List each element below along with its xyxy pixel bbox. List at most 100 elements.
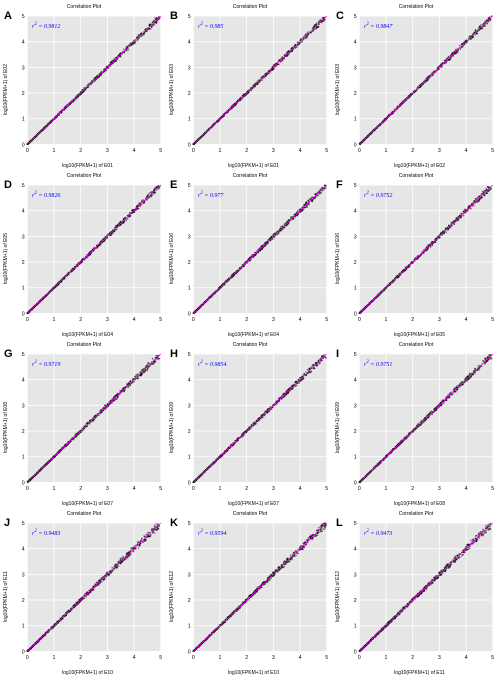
svg-text:0: 0 — [358, 148, 361, 154]
scatter-plot: 001122334455 — [341, 180, 498, 331]
svg-text:3: 3 — [188, 65, 191, 71]
svg-text:3: 3 — [106, 317, 109, 323]
svg-text:2: 2 — [188, 260, 191, 266]
svg-text:0: 0 — [188, 311, 191, 317]
svg-text:2: 2 — [354, 91, 357, 97]
r-squared-label: r2 = 0.9752 — [364, 191, 392, 199]
svg-text:0: 0 — [188, 142, 191, 148]
svg-text:2: 2 — [22, 91, 25, 97]
svg-text:2: 2 — [411, 317, 414, 323]
svg-text:3: 3 — [22, 234, 25, 240]
svg-text:1: 1 — [354, 286, 357, 292]
svg-text:1: 1 — [188, 286, 191, 292]
scatter-plot: 001122334455 — [341, 11, 498, 162]
x-axis-label: log10(FPKM+1) of E10 — [175, 669, 332, 676]
svg-text:5: 5 — [354, 183, 357, 189]
svg-text:4: 4 — [465, 148, 468, 154]
panel-H: HCorrelation Plotlog10(FPKM+1) of E09001… — [168, 340, 332, 507]
panel-J: JCorrelation Plotlog10(FPKM+1) of E11001… — [2, 509, 166, 676]
x-axis-label: log10(FPKM+1) of E02 — [341, 162, 498, 169]
svg-text:5: 5 — [22, 183, 25, 189]
y-axis-label: log10(FPKM+1) of E03 — [168, 11, 175, 169]
panel-E: ECorrelation Plotlog10(FPKM+1) of E06001… — [168, 171, 332, 338]
svg-text:5: 5 — [188, 14, 191, 20]
plot-region: log10(FPKM+1) of E06001122334455log10(FP… — [168, 180, 332, 338]
r-squared-label: r2 = 0.985 — [198, 22, 223, 30]
panel-title: Correlation Plot — [399, 173, 433, 179]
svg-text:4: 4 — [299, 148, 302, 154]
svg-text:2: 2 — [354, 260, 357, 266]
panel-title: Correlation Plot — [233, 342, 267, 348]
plot-region: log10(FPKM+1) of E03001122334455log10(FP… — [168, 11, 332, 169]
panel-A: ACorrelation Plotlog10(FPKM+1) of E02001… — [2, 2, 166, 169]
svg-text:2: 2 — [79, 317, 82, 323]
y-axis-label: log10(FPKM+1) of E09 — [334, 349, 341, 507]
panel-B: BCorrelation Plotlog10(FPKM+1) of E03001… — [168, 2, 332, 169]
svg-text:5: 5 — [159, 317, 162, 323]
panel-title: Correlation Plot — [67, 173, 101, 179]
x-axis-label: log10(FPKM+1) of E10 — [9, 669, 166, 676]
svg-text:5: 5 — [325, 148, 328, 154]
svg-text:0: 0 — [22, 142, 25, 148]
x-axis-label: log10(FPKM+1) of E01 — [9, 162, 166, 169]
r-squared-label: r2 = 0.977 — [198, 191, 223, 199]
y-axis-label: log10(FPKM+1) of E05 — [2, 180, 9, 338]
r-squared-label: r2 = 0.9594 — [198, 529, 226, 537]
panel-title: Correlation Plot — [233, 173, 267, 179]
svg-text:5: 5 — [354, 14, 357, 20]
x-axis-label: log10(FPKM+1) of E11 — [341, 669, 498, 676]
plot-region: log10(FPKM+1) of E12001122334455log10(FP… — [168, 518, 332, 676]
svg-text:3: 3 — [272, 317, 275, 323]
panel-title: Correlation Plot — [399, 511, 433, 517]
svg-text:3: 3 — [188, 234, 191, 240]
svg-text:3: 3 — [438, 317, 441, 323]
svg-text:3: 3 — [354, 65, 357, 71]
x-axis-label: log10(FPKM+1) of E04 — [9, 331, 166, 338]
svg-text:4: 4 — [22, 209, 25, 215]
svg-text:2: 2 — [245, 317, 248, 323]
r-squared-label: r2 = 0.9719 — [32, 360, 60, 368]
svg-text:0: 0 — [26, 317, 29, 323]
svg-text:2: 2 — [411, 148, 414, 154]
plot-region: log10(FPKM+1) of E03001122334455log10(FP… — [334, 11, 498, 169]
svg-text:3: 3 — [272, 148, 275, 154]
y-axis-label: log10(FPKM+1) of E03 — [334, 11, 341, 169]
scatter-plot: 001122334455 — [9, 349, 166, 500]
svg-text:4: 4 — [299, 317, 302, 323]
scatter-plot: 001122334455 — [341, 518, 498, 669]
y-axis-label: log10(FPKM+1) of E02 — [2, 11, 9, 169]
panel-title: Correlation Plot — [67, 511, 101, 517]
x-axis-label: log10(FPKM+1) of E08 — [341, 500, 498, 507]
svg-text:3: 3 — [438, 148, 441, 154]
svg-text:5: 5 — [159, 148, 162, 154]
svg-text:2: 2 — [188, 91, 191, 97]
svg-text:4: 4 — [188, 40, 191, 46]
panel-title: Correlation Plot — [67, 342, 101, 348]
r-squared-label: r2 = 0.9751 — [364, 360, 392, 368]
y-axis-label: log10(FPKM+1) of E08 — [2, 349, 9, 507]
panel-title: Correlation Plot — [67, 4, 101, 10]
svg-text:4: 4 — [133, 148, 136, 154]
svg-text:1: 1 — [22, 286, 25, 292]
r-squared-label: r2 = 0.9847 — [364, 22, 392, 30]
svg-text:5: 5 — [491, 148, 494, 154]
svg-text:4: 4 — [465, 317, 468, 323]
r-squared-label: r2 = 0.9812 — [32, 22, 60, 30]
panel-title: Correlation Plot — [399, 342, 433, 348]
svg-text:3: 3 — [106, 148, 109, 154]
plot-region: log10(FPKM+1) of E12001122334455log10(FP… — [334, 518, 498, 676]
panel-I: ICorrelation Plotlog10(FPKM+1) of E09001… — [334, 340, 498, 507]
y-axis-label: log10(FPKM+1) of E11 — [2, 518, 9, 676]
scatter-plot: 001122334455 — [9, 180, 166, 331]
y-axis-label: log10(FPKM+1) of E12 — [334, 518, 341, 676]
svg-text:2: 2 — [245, 148, 248, 154]
svg-text:4: 4 — [188, 209, 191, 215]
scatter-plot: 001122334455 — [175, 518, 332, 669]
plot-region: log10(FPKM+1) of E11001122334455log10(FP… — [2, 518, 166, 676]
scatter-plot: 001122334455 — [175, 180, 332, 331]
svg-text:4: 4 — [354, 40, 357, 46]
svg-text:0: 0 — [354, 311, 357, 317]
y-axis-label: log10(FPKM+1) of E12 — [168, 518, 175, 676]
scatter-plot: 001122334455 — [9, 518, 166, 669]
panel-C: CCorrelation Plotlog10(FPKM+1) of E03001… — [334, 2, 498, 169]
